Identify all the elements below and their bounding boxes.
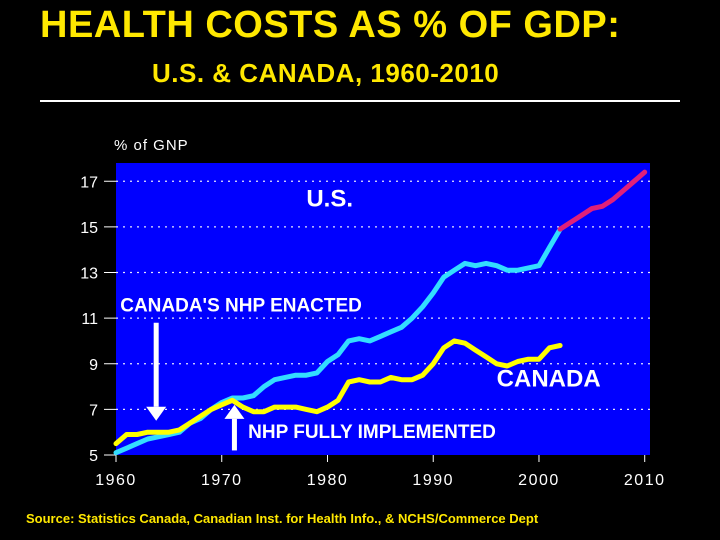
- x-tick-label-2010: 2010: [624, 472, 666, 489]
- series-line-canada: [113, 338, 563, 447]
- y-axis-label: % of GNP: [114, 137, 189, 154]
- nhp-implemented-arrow-head: [224, 404, 245, 419]
- annotation-u-s: U.S.: [306, 185, 353, 212]
- plot-area: [116, 163, 650, 455]
- y-tick-label-9: 9: [89, 357, 98, 374]
- nhp-implemented-arrow: [224, 404, 245, 451]
- x-tick-label-1960: 1960: [95, 472, 137, 489]
- nhp-enacted-arrow: [146, 322, 167, 421]
- source-note: Source: Statistics Canada, Canadian Inst…: [26, 511, 539, 526]
- annotation-canada: CANADA: [497, 366, 601, 393]
- y-tick-label-17: 17: [80, 174, 98, 191]
- x-tick-label-1990: 1990: [412, 472, 454, 489]
- x-tick-label-1970: 1970: [201, 472, 243, 489]
- annotation-nhp-fully-implemented: NHP FULLY IMPLEMENTED: [248, 422, 496, 443]
- x-tick-label-1980: 1980: [307, 472, 349, 489]
- chart-subtitle: U.S. & CANADA, 1960-2010: [152, 58, 500, 88]
- x-tick-label-2000: 2000: [518, 472, 560, 489]
- chart-title: HEALTH COSTS AS % OF GDP:: [40, 4, 621, 46]
- title-divider: [40, 100, 680, 102]
- y-tick-label-11: 11: [81, 311, 98, 328]
- y-tick-label-15: 15: [80, 220, 98, 237]
- nhp-enacted-arrow-head: [146, 406, 167, 421]
- series-line-u-s-projected: [557, 169, 648, 232]
- y-tick-label-13: 13: [80, 266, 98, 283]
- y-tick-label-7: 7: [89, 402, 98, 419]
- y-tick-label-5: 5: [89, 448, 98, 465]
- annotation-canada-s-nhp-enacted: CANADA'S NHP ENACTED: [120, 295, 362, 316]
